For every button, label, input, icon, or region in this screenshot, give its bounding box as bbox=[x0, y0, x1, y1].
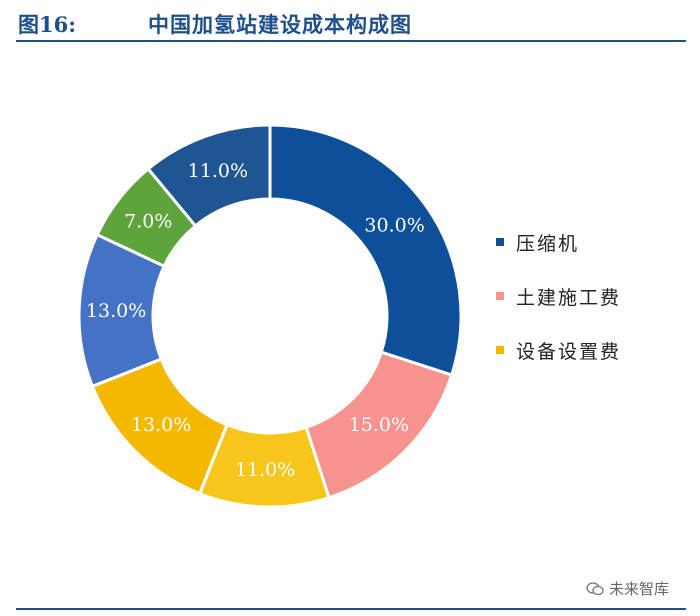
slice-label-1: 15.0% bbox=[349, 414, 409, 436]
wechat-icon bbox=[586, 581, 604, 596]
slice-label-5: 7.0% bbox=[124, 211, 172, 233]
donut-slice-0 bbox=[268, 123, 463, 377]
slice-label-3: 13.0% bbox=[131, 414, 191, 436]
donut-slice-6 bbox=[146, 123, 272, 228]
figure-title: 中国加氢站建设成本构成图 bbox=[148, 12, 412, 37]
figure-label: 图16: bbox=[18, 12, 76, 37]
slice-label-4: 13.0% bbox=[86, 300, 146, 322]
legend-label: 设备设置费 bbox=[516, 340, 622, 363]
legend-item-equipment-installation: 设备设置费 bbox=[496, 336, 621, 364]
slice-label-6: 11.0% bbox=[188, 160, 248, 182]
legend-swatch bbox=[496, 238, 504, 246]
watermark-text: 未来智库 bbox=[609, 580, 670, 598]
footer-rule bbox=[16, 608, 686, 610]
figure-header: 图16: 中国加氢站建设成本构成图 bbox=[0, 0, 700, 44]
legend-item-civil-construction: 土建施工费 bbox=[496, 282, 621, 310]
legend-label: 土建施工费 bbox=[516, 286, 622, 309]
legend-label: 压缩机 bbox=[516, 232, 580, 255]
watermark: 未来智库 bbox=[586, 578, 669, 599]
legend-swatch bbox=[496, 346, 504, 354]
slice-label-0: 30.0% bbox=[364, 214, 424, 236]
legend-item-compressor: 压缩机 bbox=[496, 228, 621, 256]
chart-legend: 压缩机 土建施工费 设备设置费 bbox=[496, 228, 621, 390]
legend-swatch bbox=[496, 292, 504, 300]
slice-label-2: 11.0% bbox=[235, 459, 295, 481]
header-rule bbox=[16, 40, 686, 42]
